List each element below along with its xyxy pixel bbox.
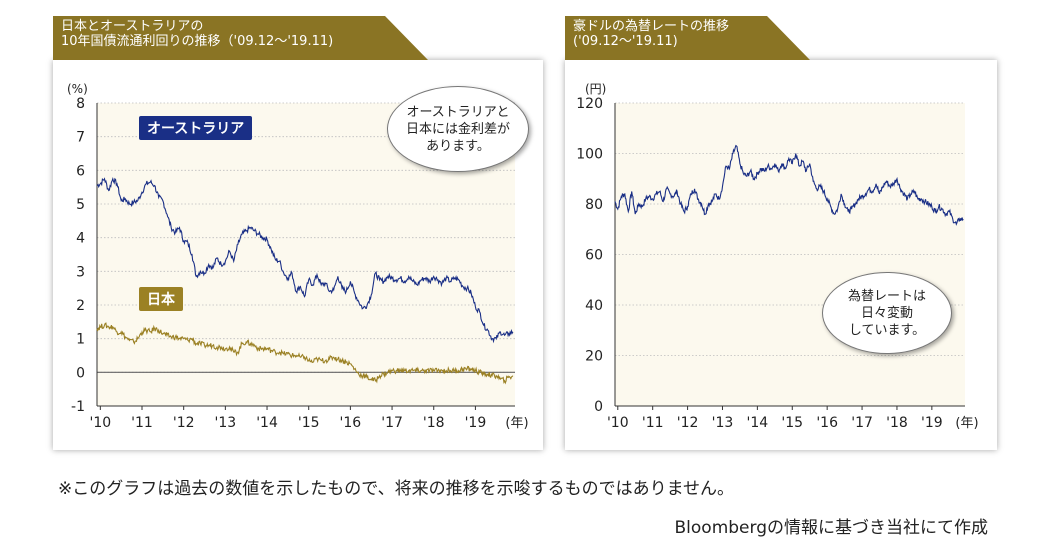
x-tick-label: '12 — [173, 415, 195, 431]
series-line-primary — [96, 176, 514, 344]
footnote: ※このグラフは過去の数値を示したもので、将来の推移を示唆するものではありません。 — [58, 479, 735, 499]
y-tick-label: 5 — [76, 197, 85, 213]
title-tab-shape — [53, 16, 428, 60]
x-tick-label: '17 — [851, 415, 873, 431]
y-tick-label: 2 — [76, 298, 85, 314]
x-tick-label: '13 — [712, 415, 734, 431]
x-tick-label: '13 — [215, 415, 237, 431]
y-tick-label: 3 — [76, 264, 85, 280]
y-tick-label: 120 — [576, 96, 603, 112]
y-tick-label: 7 — [76, 130, 85, 146]
x-unit-label: (年) — [955, 416, 978, 431]
x-tick-label: '15 — [298, 415, 320, 431]
y-tick-label: 40 — [585, 298, 603, 314]
y-unit-label: (円) — [585, 82, 606, 96]
y-tick-label: 4 — [76, 231, 85, 247]
callout-line: 日々変動 — [860, 305, 913, 321]
y-tick-label: 8 — [76, 96, 85, 112]
series-label-japan: 日本 — [139, 287, 183, 311]
x-tick-label: '11 — [642, 415, 664, 431]
y-tick-label: 20 — [585, 349, 603, 365]
series-label-australia: オーストラリア — [139, 116, 253, 140]
callout-line: 為替レートは — [847, 288, 926, 304]
chart-panel-fx: 120 100 80 60 40 20 0'10 '11 '12 '13 '14 '15 '16 '17 '… — [565, 60, 997, 450]
y-tick-label: -1 — [71, 399, 85, 415]
callout-line: しています。 — [848, 322, 926, 338]
x-tick-label: '18 — [423, 415, 445, 431]
y-unit-label: (%) — [67, 82, 88, 96]
title-tab-shape — [565, 16, 810, 60]
x-tick-label: '19 — [921, 415, 943, 431]
x-tick-label: '10 — [89, 415, 111, 431]
y-tick-label: 100 — [576, 147, 603, 163]
callout-yield-gap: オーストラリアと 日本には金利差が あります。 — [387, 86, 529, 172]
y-tick-label: 80 — [585, 197, 603, 213]
chart-title-line2: ('09.12〜'19.11) — [573, 34, 678, 49]
x-tick-label: '18 — [886, 415, 908, 431]
callout-line: オーストラリアと — [406, 104, 510, 120]
x-tick-label: '14 — [747, 415, 769, 431]
x-tick-label: '10 — [607, 415, 629, 431]
x-tick-label: '16 — [816, 415, 838, 431]
y-tick-label: 1 — [76, 332, 85, 348]
x-tick-label: '15 — [781, 415, 803, 431]
x-tick-label: '19 — [465, 415, 487, 431]
y-tick-label: 6 — [76, 163, 85, 179]
chart-title-line1: 日本とオーストラリアの — [61, 19, 204, 34]
callout-line: あります。 — [426, 138, 490, 154]
x-tick-label: '11 — [131, 415, 153, 431]
fx-chart-svg: 120 100 80 60 40 20 0'10 '11 '12 '13 '14 '15 '16 '17 '… — [576, 82, 978, 431]
callout-line: 日本には金利差が — [405, 121, 510, 137]
chart-title-line2: 10年国債流通利回りの推移（'09.12〜'19.11) — [61, 34, 334, 49]
x-tick-label: '14 — [256, 415, 278, 431]
chart-title-line1: 豪ドルの為替レートの推移 — [573, 19, 730, 34]
source-note: Bloombergの情報に基づき当社にて作成 — [674, 518, 988, 538]
x-tick-label: '17 — [381, 415, 403, 431]
series-line-secondary — [96, 322, 514, 385]
y-tick-label: 60 — [585, 248, 603, 264]
callout-fx-varies: 為替レートは 日々変動 しています。 — [822, 272, 952, 354]
series-line-primary — [614, 144, 964, 226]
x-unit-label: (年) — [505, 416, 528, 431]
chart-title-yield: 日本とオーストラリアの 10年国債流通利回りの推移（'09.12〜'19.11) — [53, 16, 428, 60]
x-tick-label: '12 — [677, 415, 699, 431]
chart-title-fx: 豪ドルの為替レートの推移 ('09.12〜'19.11) — [565, 16, 810, 60]
x-tick-label: '16 — [340, 415, 362, 431]
y-tick-label: 0 — [76, 365, 85, 381]
y-tick-label: 0 — [594, 399, 603, 415]
